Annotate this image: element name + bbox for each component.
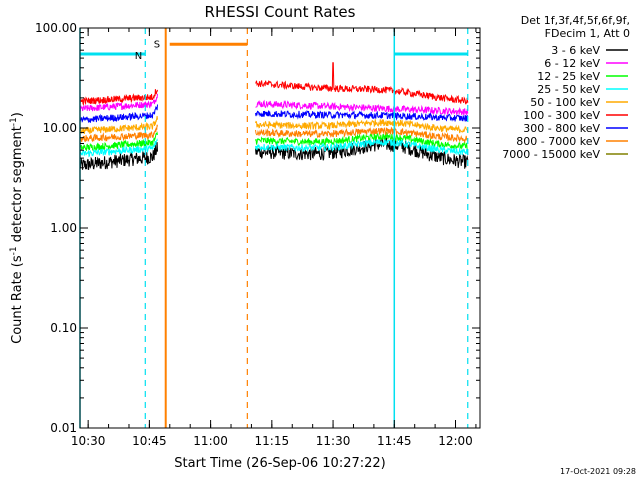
series-line-5 — [79, 62, 469, 106]
y-tick-label: 1.00 — [50, 221, 77, 235]
y-tick-label: 10.00 — [43, 121, 77, 135]
y-tick-label: 0.01 — [50, 421, 77, 435]
series-line-1 — [79, 93, 469, 116]
y-axis-label-close: ) — [10, 112, 25, 117]
y-axis-label-main: Count Rate (s — [10, 255, 25, 344]
night-label: N — [135, 51, 142, 62]
y-axis-label-sup: -1 — [9, 246, 19, 255]
legend-header-line-2: FDecim 1, Att 0 — [545, 27, 630, 40]
y-tick-label: 0.10 — [50, 321, 77, 335]
series-line-4 — [79, 115, 469, 135]
legend-label-8: 7000 - 15000 keV — [502, 148, 600, 161]
y-axis-label-sup2: -1 — [9, 117, 19, 126]
series-line-7 — [79, 124, 469, 144]
x-tick-label: 11:30 — [316, 434, 351, 448]
x-axis-label: Start Time (26-Sep-06 10:27:22) — [174, 456, 385, 471]
x-tick-label: 11:15 — [255, 434, 290, 448]
legend-label-6: 300 - 800 keV — [523, 122, 600, 135]
legend-label-2: 12 - 25 keV — [537, 70, 600, 83]
series-line-6 — [79, 104, 469, 124]
y-axis-label: Count Rate (s-1 detector segment-1) — [9, 112, 25, 344]
x-tick-label: 11:45 — [377, 434, 412, 448]
legend-label-4: 50 - 100 keV — [530, 96, 600, 109]
x-tick-label: 12:00 — [438, 434, 473, 448]
y-tick-label: 100.00 — [35, 21, 77, 35]
saa-label: S — [154, 39, 160, 50]
legend-header-line-1: Det 1f,3f,4f,5f,6f,9f, — [521, 14, 630, 27]
interval-markers: NS — [79, 28, 469, 428]
legend-label-7: 800 - 7000 keV — [516, 135, 600, 148]
data-layer — [79, 62, 469, 171]
chart-title: RHESSI Count Rates — [205, 3, 356, 21]
legend-label-0: 3 - 6 keV — [551, 44, 600, 57]
axes: 10:30 10:45 11:00 11:15 11:30 11:45 12:00 0.01 0… — [35, 21, 480, 448]
series-line-0 — [79, 137, 469, 171]
legend-label-1: 6 - 12 keV — [544, 57, 600, 70]
x-tick-label: 10:30 — [71, 434, 106, 448]
legend-label-3: 25 - 50 keV — [537, 83, 600, 96]
legend-label-5: 100 - 300 keV — [523, 109, 600, 122]
legend: Det 1f,3f,4f,5f,6f,9f, FDecim 1, Att 0 3… — [502, 14, 630, 161]
y-axis-label-mid: detector segment — [10, 126, 25, 246]
series-line-3 — [79, 138, 469, 158]
x-tick-label: 11:00 — [193, 434, 228, 448]
x-tick-label: 10:45 — [132, 434, 167, 448]
timestamp: 17-Oct-2021 09:28 — [560, 467, 636, 476]
